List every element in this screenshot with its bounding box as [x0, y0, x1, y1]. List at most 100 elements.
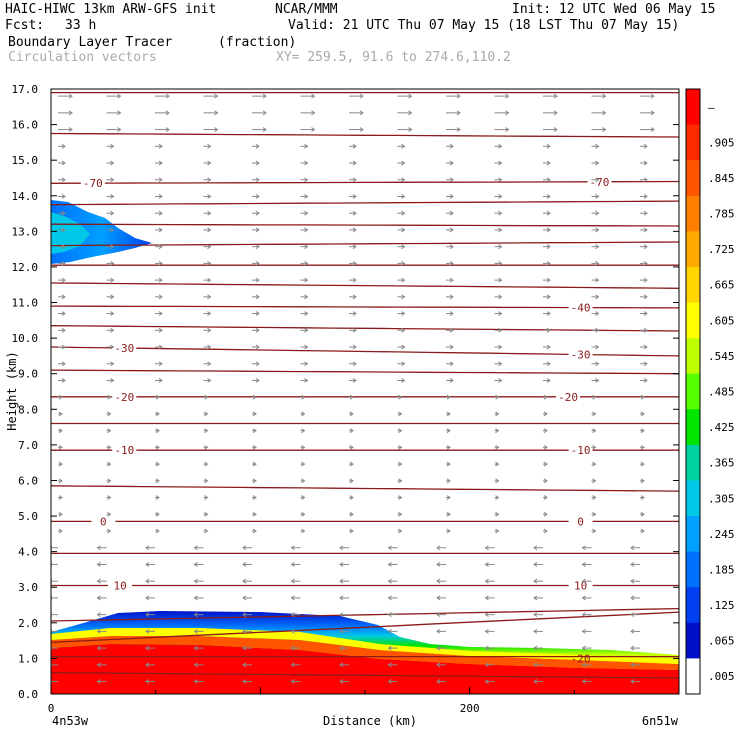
contour-label: -70	[83, 177, 103, 190]
circulation-vector-head	[155, 495, 160, 500]
circulation-vector-head	[110, 143, 115, 149]
circulation-vector-head	[301, 511, 306, 517]
circulation-vector-head	[592, 444, 597, 450]
circulation-vector-head	[581, 679, 586, 684]
circulation-vector-head	[155, 528, 160, 534]
circulation-vector-head	[546, 143, 551, 149]
circulation-vector-head	[304, 344, 309, 350]
circulation-vector-head	[498, 160, 503, 166]
contour-label-bg	[568, 579, 593, 592]
circulation-vector-head	[436, 595, 441, 601]
circulation-vector-head	[643, 143, 648, 149]
y-axis-label: Height (km)	[5, 351, 19, 430]
circulation-vector-head	[311, 110, 316, 116]
plot-area	[51, 89, 679, 694]
circulation-vector-head	[255, 311, 260, 316]
circulation-vector-head	[301, 461, 306, 467]
circulation-vector-head	[207, 311, 212, 316]
circulation-vector-head	[630, 628, 635, 634]
forecast-label: Fcst:	[5, 18, 45, 33]
contour-label: -20	[571, 652, 591, 665]
circulation-vector-head	[242, 562, 247, 567]
circulation-vector-head	[255, 143, 260, 149]
circulation-vector-head	[359, 110, 364, 116]
y-tick-label: 13.0	[12, 225, 39, 238]
colorbar-label: .545	[708, 350, 735, 363]
circulation-vector-head	[193, 645, 198, 651]
circulation-vector-head	[304, 143, 309, 149]
circulation-vector-head	[546, 244, 551, 250]
x-right-endpoint: 6n51w	[642, 714, 679, 728]
circulation-vector-head	[145, 595, 150, 601]
circulation-vector-head	[255, 194, 260, 199]
circulation-vector-head	[446, 478, 451, 484]
circulation-vector-head	[61, 344, 66, 350]
circulation-vector-head	[204, 478, 209, 484]
circulation-vector-head	[145, 662, 150, 668]
contour-label-bg	[91, 515, 116, 528]
colorbar-swatch	[686, 444, 700, 481]
circulation-vector-head	[678, 597, 679, 599]
y-tick-label: 5.0	[18, 510, 38, 523]
circulation-vector-head	[349, 428, 354, 434]
circulation-vector-head	[352, 244, 357, 250]
circulation-vector-head	[449, 260, 454, 266]
circulation-vector-head	[498, 327, 503, 333]
circulation-vector-head	[543, 394, 548, 400]
circulation-vector-head	[155, 428, 160, 434]
contour-label: 0	[577, 515, 584, 528]
circulation-vector-head	[592, 511, 597, 517]
circulation-vector-head	[401, 210, 406, 216]
circulation-vector-head	[242, 679, 247, 684]
tracer-yellow-band	[51, 628, 679, 664]
temperature-contour	[51, 180, 679, 184]
circulation-vector-head	[352, 260, 357, 266]
circulation-vector-head	[352, 177, 357, 183]
circulation-vector-head	[262, 127, 267, 132]
circulation-vector-head	[495, 461, 500, 467]
valid-time: Valid: 21 UTC Thu 07 May 15 (18 LST Thu …	[288, 18, 680, 33]
circulation-vector-head	[61, 143, 66, 149]
circulation-vector-head	[58, 478, 63, 484]
circulation-vector-head	[484, 562, 489, 567]
circulation-vector-head	[58, 444, 63, 450]
circulation-vector-head	[207, 177, 212, 183]
circulation-vector-head	[301, 528, 306, 534]
circulation-vector-head	[592, 478, 597, 484]
circulation-vector-head	[58, 495, 63, 500]
circulation-vector-head	[640, 411, 645, 417]
circulation-vector-head	[68, 110, 73, 116]
circulation-vector-head	[68, 127, 73, 132]
circulation-vector-head	[533, 578, 538, 584]
circulation-vector-head	[349, 511, 354, 517]
circulation-vector-head	[255, 260, 260, 266]
circulation-vector-head	[581, 612, 586, 618]
circulation-vector-head	[595, 378, 600, 383]
circulation-vector-head	[449, 227, 454, 233]
circulation-vector-head	[214, 127, 219, 132]
circulation-vectors	[51, 93, 679, 684]
circulation-vector-head	[401, 294, 406, 300]
circulation-vector-head	[352, 361, 357, 367]
circulation-vector-head	[207, 194, 212, 199]
circulation-vector-head	[533, 595, 538, 601]
circulation-vector-head	[495, 394, 500, 400]
circulation-vector-head	[352, 294, 357, 300]
contour-label-bg	[568, 301, 593, 314]
circulation-vector-head	[643, 227, 648, 233]
circulation-vector-head	[204, 528, 209, 534]
circulation-vector-head	[581, 645, 586, 651]
circulation-vector-head	[204, 394, 209, 400]
y-tick-label: 15.0	[12, 154, 39, 167]
circulation-vector-head	[630, 679, 635, 684]
circulation-vector-head	[408, 93, 413, 99]
circulation-vector-head	[595, 143, 600, 149]
y-tick-label: 3.0	[18, 581, 38, 594]
y-tick-label: 7.0	[18, 439, 38, 452]
circulation-vector-head	[401, 378, 406, 383]
contour-label-bg	[112, 342, 137, 355]
circulation-vector-head	[401, 177, 406, 183]
circulation-vector-head	[484, 628, 489, 634]
y-tick-label: 10.0	[12, 332, 39, 345]
circulation-vector-head	[155, 461, 160, 467]
